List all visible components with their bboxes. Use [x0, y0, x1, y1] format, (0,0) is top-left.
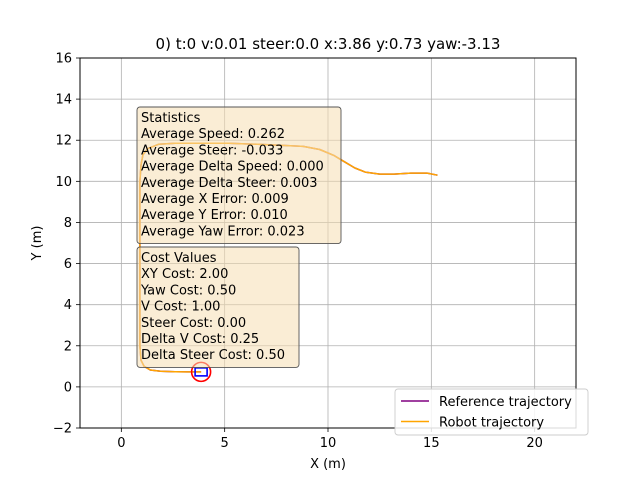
y-tick-label: 6	[64, 257, 72, 272]
y-axis-label: Y (m)	[30, 226, 45, 262]
robot-body	[194, 367, 208, 377]
y-tick-label: 14	[55, 93, 72, 108]
statistics-line: Average Yaw Error: 0.023	[141, 224, 305, 239]
statistics-line: Average Speed: 0.262	[141, 127, 285, 142]
y-tick-label: 2	[64, 339, 72, 354]
tick-layer: 0 5 10 15 20 −2 0 2 4 6 8 10 12 14 16	[53, 52, 543, 452]
cost-values-line: Delta V Cost: 0.25	[141, 332, 259, 347]
cost-values-line: V Cost: 1.00	[141, 300, 220, 315]
x-tick-label: 5	[221, 436, 229, 451]
statistics-line: Statistics	[141, 111, 201, 126]
y-tick-label: 0	[64, 380, 72, 395]
cost-values-line: Steer Cost: 0.00	[141, 316, 246, 331]
legend-label-1: Robot trajectory	[439, 416, 544, 431]
statistics-line: Average Delta Steer: 0.003	[141, 176, 318, 191]
x-tick-label: 0	[117, 436, 125, 451]
cost-values-line: XY Cost: 2.00	[141, 267, 228, 282]
cost-values-box	[136, 246, 300, 368]
statistics-line: Average Steer: -0.033	[141, 143, 283, 158]
x-tick-label: 20	[526, 436, 543, 451]
legend-box	[394, 388, 589, 436]
y-tick-label: 8	[64, 216, 72, 231]
chart-title: 0) t:0 v:0.01 steer:0.0 x:3.86 y:0.73 ya…	[156, 35, 501, 53]
statistics-line: Average X Error: 0.009	[141, 192, 289, 207]
x-axis-label: X (m)	[310, 457, 346, 472]
y-tick-label: 12	[55, 134, 72, 149]
legend-label-0: Reference trajectory	[439, 395, 572, 410]
x-tick-label: 10	[320, 436, 337, 451]
x-tick-label: 15	[423, 436, 440, 451]
y-tick-label: −2	[53, 422, 72, 437]
legend: Reference trajectory Robot trajectory	[394, 388, 589, 436]
cost-values-line: Delta Steer Cost: 0.50	[141, 348, 285, 363]
cost-values-line: Yaw Cost: 0.50	[140, 283, 236, 298]
statistics-line: Average Y Error: 0.010	[141, 208, 288, 223]
y-tick-label: 16	[55, 52, 72, 67]
y-tick-label: 10	[55, 175, 72, 190]
statistics-line: Average Delta Speed: 0.000	[141, 160, 324, 175]
cost-values-line: Cost Values	[141, 251, 217, 266]
statistics-box	[136, 106, 342, 245]
y-tick-label: 4	[64, 298, 72, 313]
